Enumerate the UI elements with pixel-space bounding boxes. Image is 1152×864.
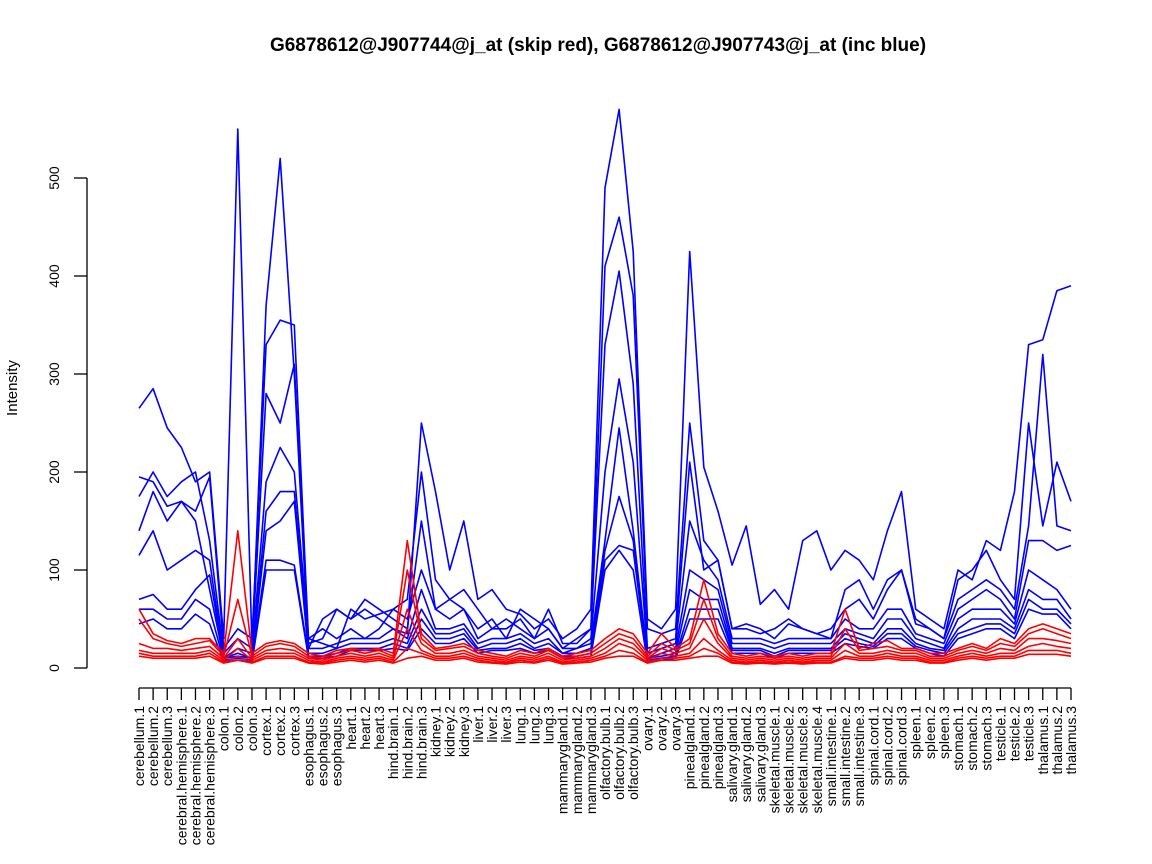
x-tick-label: liver.2 bbox=[484, 706, 500, 743]
x-tick-label: lung.1 bbox=[512, 706, 528, 744]
x-tick-label: mammarygland.3 bbox=[583, 706, 599, 814]
x-tick-label: cortex.2 bbox=[272, 706, 288, 756]
x-tick-label: mammarygland.1 bbox=[555, 706, 571, 814]
y-tick-label: 400 bbox=[46, 264, 62, 288]
x-tick-label: salivary.gland.3 bbox=[752, 706, 768, 802]
x-tick-label: colon.3 bbox=[244, 706, 260, 751]
x-tick-label: skeletal.muscle.1 bbox=[766, 706, 782, 814]
inc-series-line bbox=[138, 427, 1072, 660]
x-tick-label: stomach.3 bbox=[978, 706, 994, 771]
y-tick-label: 100 bbox=[46, 558, 62, 582]
inc-series-line bbox=[138, 108, 1072, 650]
x-tick-label: ovary.2 bbox=[653, 706, 669, 751]
skip-series-line bbox=[138, 529, 1072, 658]
x-tick-label: stomach.1 bbox=[950, 706, 966, 771]
x-tick-label: small.intestine.1 bbox=[823, 706, 839, 807]
y-axis-label: Intensity bbox=[4, 360, 21, 416]
x-tick-label: cerebral.hemisphere.3 bbox=[202, 706, 218, 846]
skip-series-line bbox=[138, 653, 1072, 665]
x-tick-label: testicle.2 bbox=[1007, 706, 1023, 761]
x-tick-label: small.intestine.3 bbox=[851, 706, 867, 807]
x-tick-label: esophagus.2 bbox=[315, 706, 331, 786]
x-tick-label: spleen.1 bbox=[908, 706, 924, 759]
x-tick-label: mammarygland.2 bbox=[569, 706, 585, 814]
skip-series-line bbox=[138, 569, 1072, 660]
x-tick-label: hind.brain.1 bbox=[385, 706, 401, 779]
x-tick-label: lung.2 bbox=[526, 706, 542, 744]
x-tick-label: skeletal.muscle.2 bbox=[781, 706, 797, 814]
x-tick-label: skeletal.muscle.3 bbox=[795, 706, 811, 814]
x-tick-label: pinealgland.2 bbox=[696, 706, 712, 790]
y-tick-label: 0 bbox=[46, 664, 62, 672]
x-tick-label: cerebellum.1 bbox=[131, 706, 147, 786]
x-axis: cerebellum.1cerebellum.2cerebellum.3cere… bbox=[131, 687, 1079, 846]
x-tick-label: spinal.cord.1 bbox=[865, 706, 881, 786]
x-tick-label: liver.3 bbox=[498, 706, 514, 743]
x-tick-label: olfactory.bulb.1 bbox=[597, 706, 613, 800]
x-tick-label: testicle.3 bbox=[1021, 706, 1037, 761]
x-tick-label: liver.1 bbox=[470, 706, 486, 743]
x-tick-label: cerebellum.3 bbox=[159, 706, 175, 786]
x-tick-label: salivary.gland.2 bbox=[738, 706, 754, 802]
x-tick-label: salivary.gland.1 bbox=[724, 706, 740, 802]
inc-series-line bbox=[138, 378, 1072, 660]
x-tick-label: pinealgland.3 bbox=[710, 706, 726, 790]
x-tick-label: spinal.cord.3 bbox=[894, 706, 910, 786]
x-tick-label: hind.brain.2 bbox=[399, 706, 415, 779]
chart-title: G6878612@J907744@j_at (skip red), G68786… bbox=[270, 35, 926, 56]
inc-series-line bbox=[138, 216, 1072, 650]
x-tick-label: kidney.3 bbox=[456, 706, 472, 757]
x-tick-label: colon.1 bbox=[216, 706, 232, 751]
skip-series-line bbox=[138, 627, 1072, 663]
x-tick-label: spinal.cord.2 bbox=[879, 706, 895, 786]
x-tick-label: testicle.1 bbox=[992, 706, 1008, 761]
x-tick-label: skeletal.muscle.4 bbox=[809, 706, 825, 814]
y-tick-label: 300 bbox=[46, 362, 62, 386]
x-tick-label: heart.1 bbox=[343, 706, 359, 750]
x-tick-label: colon.2 bbox=[230, 706, 246, 751]
x-tick-label: spleen.2 bbox=[922, 706, 938, 759]
x-tick-label: pinealgland.1 bbox=[682, 706, 698, 790]
x-tick-label: olfactory.bulb.2 bbox=[611, 706, 627, 800]
y-tick-label: 500 bbox=[46, 166, 62, 190]
plot-area bbox=[138, 108, 1072, 665]
x-tick-label: olfactory.bulb.3 bbox=[625, 706, 641, 800]
x-tick-label: thalamus.3 bbox=[1063, 706, 1079, 775]
x-tick-label: hind.brain.3 bbox=[413, 706, 429, 779]
x-tick-label: small.intestine.2 bbox=[837, 706, 853, 807]
x-tick-label: ovary.1 bbox=[639, 706, 655, 751]
y-tick-label: 200 bbox=[46, 460, 62, 484]
inc-series-line bbox=[138, 495, 1072, 660]
x-tick-label: esophagus.3 bbox=[329, 706, 345, 786]
skip-series-line bbox=[138, 608, 1072, 662]
inc-series-line bbox=[138, 270, 1072, 655]
x-tick-label: thalamus.2 bbox=[1049, 706, 1065, 775]
x-tick-label: heart.2 bbox=[357, 706, 373, 750]
x-tick-label: cerebellum.2 bbox=[145, 706, 161, 786]
x-tick-label: thalamus.1 bbox=[1035, 706, 1051, 775]
x-tick-label: esophagus.1 bbox=[300, 706, 316, 786]
x-tick-label: cortex.1 bbox=[258, 706, 274, 756]
x-tick-label: heart.3 bbox=[371, 706, 387, 750]
x-tick-label: kidney.1 bbox=[428, 706, 444, 757]
x-tick-label: stomach.2 bbox=[964, 706, 980, 771]
x-tick-label: cerebral.hemisphere.1 bbox=[173, 706, 189, 846]
inc-series-line bbox=[139, 544, 1072, 662]
skip-series-line bbox=[138, 647, 1072, 664]
inc-series-line bbox=[138, 549, 1072, 663]
x-tick-label: cortex.3 bbox=[286, 706, 302, 756]
x-tick-label: cerebral.hemisphere.2 bbox=[187, 706, 203, 846]
y-axis: 0 100 200 300 400 500 bbox=[46, 166, 88, 672]
x-tick-label: kidney.2 bbox=[442, 706, 458, 757]
x-tick-label: lung.3 bbox=[541, 706, 557, 744]
x-tick-label: ovary.3 bbox=[668, 706, 684, 751]
x-tick-label: spleen.3 bbox=[936, 706, 952, 759]
